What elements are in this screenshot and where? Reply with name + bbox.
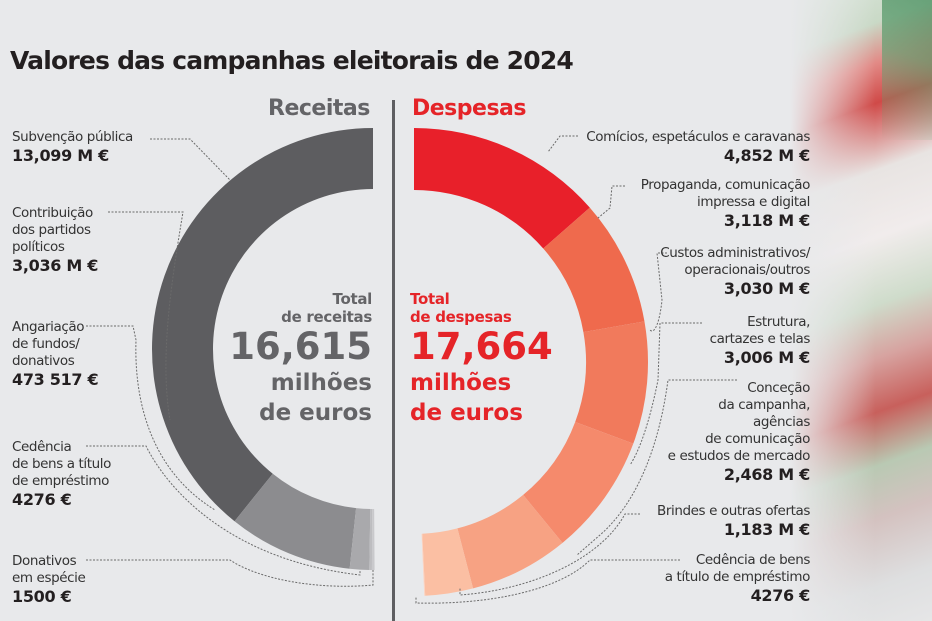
- label-value: 13,099 M €: [12, 146, 109, 165]
- label-value: 3,036 M €: [12, 256, 99, 275]
- receitas-label-contribuicao: Contribuição dos partidos políticos 3,03…: [12, 205, 98, 276]
- label-line: de comunicação: [705, 431, 810, 447]
- label-value: 1,183 M €: [723, 520, 810, 539]
- despesas-slice-2: [575, 321, 648, 444]
- despesas-slices: [414, 128, 648, 596]
- label-line: e estudos de mercado: [667, 448, 811, 464]
- total-receitas-unit2: de euros: [259, 400, 372, 426]
- receitas-slice-2: [349, 508, 371, 570]
- label-line: Propaganda, comunicação: [640, 177, 811, 193]
- label-line: donativos: [12, 353, 75, 369]
- label-value: 3,006 M €: [723, 348, 810, 367]
- label-line: cartazes e telas: [709, 331, 811, 347]
- leader-lines: [86, 135, 737, 604]
- receitas-heading: Receitas: [268, 96, 370, 121]
- total-despesas-line2: de despesas: [410, 308, 512, 326]
- label-line: Custos administrativos/: [660, 245, 810, 261]
- total-despesas-unit1: milhões: [410, 370, 512, 396]
- label-value: 4276 €: [12, 490, 72, 509]
- label-line: impressa e digital: [696, 194, 810, 210]
- label-line: Angariação: [12, 319, 85, 335]
- label-value: 2,468 M €: [723, 465, 810, 484]
- receitas-slices: [151, 128, 375, 570]
- label-value: 3,118 M €: [723, 211, 810, 230]
- receitas-label-donativos-especie: Donativos em espécie 1500 €: [12, 553, 86, 607]
- label-line: dos partidos: [12, 222, 91, 238]
- label-value: 3,030 M €: [723, 279, 810, 298]
- label-line: Comícios, espetáculos e caravanas: [586, 129, 810, 145]
- leader-brindes: [459, 513, 640, 596]
- leader-donativos-especie: [86, 559, 374, 587]
- total-receitas-value: 16,615: [229, 325, 372, 368]
- label-line: em espécie: [12, 570, 86, 586]
- center-divider: [392, 100, 395, 621]
- leader-estrutura: [629, 322, 702, 466]
- total-despesas-value: 17,664: [410, 325, 553, 368]
- label-line: Estrutura,: [747, 314, 810, 330]
- leader-cedencia-rec: [86, 445, 361, 576]
- label-line: Contribuição: [12, 205, 93, 221]
- despesas-slice-5: [422, 528, 474, 596]
- leader-contribuicao: [108, 211, 184, 421]
- despesas-slice-0: [414, 128, 590, 249]
- leader-concecao: [576, 379, 737, 556]
- total-despesas-line1: Total: [410, 290, 450, 308]
- label-line: Subvenção pública: [12, 129, 133, 145]
- total-despesas: Total de despesas 17,664 milhões de euro…: [410, 290, 553, 428]
- receitas-label-angariacao: Angariação de fundos/ donativos 473 517 …: [12, 319, 99, 390]
- receitas-slice-4: [371, 508, 375, 570]
- despesas-label-custos: Custos administrativos/ operacionais/out…: [660, 245, 810, 299]
- despesas-slice-6: [421, 533, 426, 596]
- label-line: da campanha,: [718, 397, 810, 413]
- despesas-label-cedencia: Cedência de bens a título de empréstimo …: [664, 552, 811, 606]
- despesas-label-brindes: Brindes e outras ofertas 1,183 M €: [657, 503, 810, 540]
- total-receitas-line2: de receitas: [281, 308, 372, 326]
- total-receitas-line1: Total: [332, 290, 373, 308]
- despesas-slice-3: [523, 422, 634, 543]
- despesas-label-comicios: Comícios, espetáculos e caravanas 4,852 …: [586, 129, 810, 166]
- leader-custos: [649, 252, 667, 332]
- leader-comicios: [547, 135, 578, 153]
- despesas-heading: Despesas: [412, 96, 526, 121]
- label-line: Brindes e outras ofertas: [656, 503, 810, 519]
- receitas-label-cedencia: Cedência de bens a título de empréstimo …: [12, 439, 111, 510]
- leader-subvencao: [150, 138, 231, 181]
- page-title: Valores das campanhas eleitorais de 2024: [10, 46, 574, 75]
- total-receitas: Total de receitas 16,615 milhões de euro…: [229, 290, 372, 428]
- label-line: Cedência: [12, 439, 72, 455]
- label-value: 1500 €: [12, 587, 72, 606]
- despesas-slice-1: [543, 207, 645, 333]
- label-line: de fundos/: [12, 336, 80, 352]
- label-line: Donativos: [12, 553, 77, 569]
- total-despesas-unit2: de euros: [410, 400, 523, 426]
- receitas-slice-1: [234, 473, 357, 569]
- receitas-slice-0: [151, 128, 373, 522]
- background-photo-flags: [790, 0, 932, 621]
- label-value: 4276 €: [750, 586, 811, 605]
- label-value: 4,852 M €: [723, 146, 810, 165]
- receitas-label-subvencao: Subvenção pública 13,099 M €: [12, 129, 133, 166]
- despesas-label-concecao: Conceção da campanha, agências de comuni…: [667, 380, 811, 485]
- label-line: Conceção: [747, 380, 810, 396]
- receitas-slice-3: [369, 508, 373, 570]
- label-line: a título de empréstimo: [664, 569, 811, 585]
- label-line: de empréstimo: [12, 473, 110, 489]
- label-line: Cedência de bens: [695, 552, 811, 568]
- label-line: políticos: [12, 239, 65, 255]
- total-receitas-unit1: milhões: [270, 370, 372, 396]
- label-value: 473 517 €: [12, 370, 99, 389]
- leader-propaganda: [597, 185, 625, 219]
- leader-angariacao: [86, 325, 216, 511]
- label-line: agências: [753, 414, 810, 430]
- despesas-slice-4: [457, 494, 563, 589]
- label-line: operacionais/outros: [684, 262, 810, 278]
- despesas-label-propaganda: Propaganda, comunicação impressa e digit…: [640, 177, 811, 231]
- despesas-label-estrutura: Estrutura, cartazes e telas 3,006 M €: [709, 314, 811, 368]
- leader-cedencia-des: [415, 559, 680, 604]
- label-line: de bens a título: [12, 456, 111, 472]
